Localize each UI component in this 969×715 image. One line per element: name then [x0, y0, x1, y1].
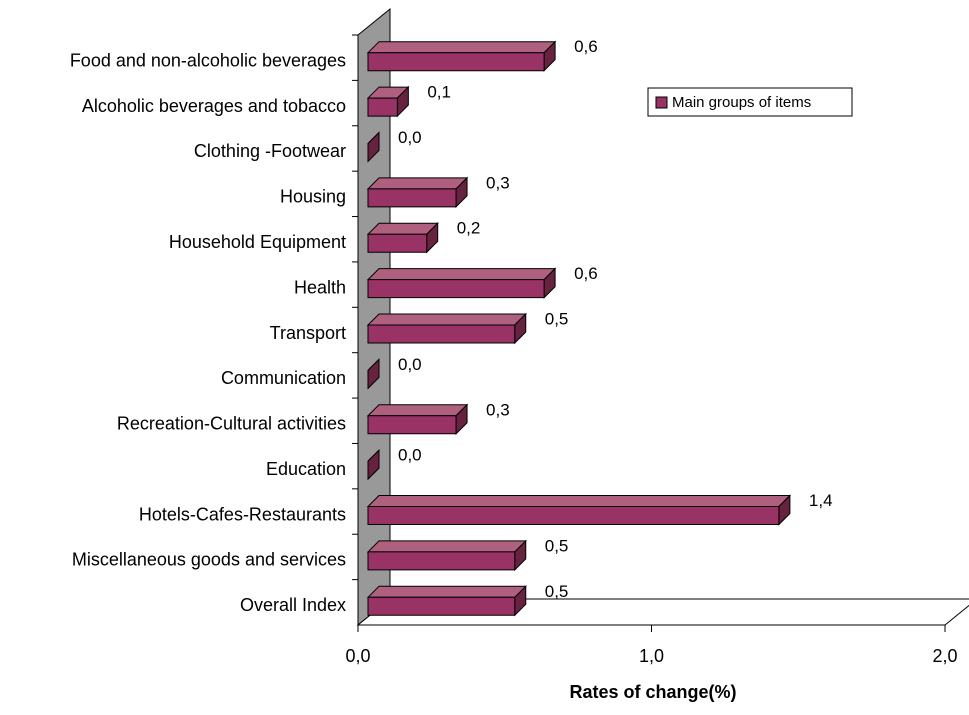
x-tick-label: 0,0 — [345, 646, 370, 666]
bar-face — [367, 52, 545, 72]
y-tick-label: Overall Index — [240, 595, 346, 615]
bar — [366, 176, 469, 209]
bar — [366, 267, 557, 299]
y-tick-label: Clothing -Footwear — [194, 141, 346, 161]
value-label: 0,0 — [398, 446, 422, 465]
bar — [367, 448, 380, 481]
bar-face — [366, 495, 792, 508]
y-tick-label: Food and non-alcoholic beverages — [70, 50, 346, 70]
bar-face — [367, 324, 516, 344]
bar-face — [367, 415, 457, 435]
y-tick-label: Hotels-Cafes-Restaurants — [139, 504, 346, 524]
bar — [367, 131, 380, 163]
value-label: 0,3 — [486, 400, 510, 419]
legend-swatch — [655, 96, 668, 109]
value-label: 0,2 — [457, 219, 481, 238]
bar-face — [366, 585, 527, 598]
bar-face — [366, 222, 439, 235]
y-tick-label: Education — [266, 459, 346, 479]
value-label: 0,1 — [427, 83, 451, 102]
y-tick-label: Transport — [270, 323, 346, 343]
value-label: 0,3 — [486, 173, 510, 192]
x-tick-label: 2,0 — [932, 646, 957, 666]
value-label: 0,5 — [545, 536, 569, 555]
bar-face — [366, 540, 527, 553]
y-tick-label: Alcoholic beverages and tobacco — [82, 96, 346, 116]
legend-label: Main groups of items — [672, 94, 811, 111]
bar-face — [367, 188, 457, 208]
value-label: 1,4 — [809, 491, 833, 510]
bar — [366, 312, 527, 345]
bar-face — [367, 596, 516, 616]
bar-face — [366, 313, 527, 326]
bar-face — [367, 506, 780, 526]
bar — [366, 85, 410, 118]
bar-face — [367, 551, 516, 571]
bar — [366, 403, 469, 435]
bar-face — [366, 268, 557, 281]
bar — [366, 494, 792, 526]
bar — [366, 40, 557, 72]
value-label: 0,0 — [398, 128, 422, 147]
value-label: 0,6 — [574, 37, 598, 56]
y-tick-label: Housing — [280, 187, 346, 207]
y-tick-label: Health — [294, 277, 346, 297]
x-tick-label: 1,0 — [639, 646, 664, 666]
value-label: 0,5 — [545, 309, 569, 328]
x-axis-title: Rates of change(%) — [569, 682, 736, 702]
value-label: 0,6 — [574, 264, 598, 283]
legend-box — [647, 87, 853, 117]
y-tick-label: Recreation-Cultural activities — [117, 414, 346, 434]
bar-face — [366, 404, 469, 417]
y-tick-label: Communication — [221, 368, 346, 388]
y-tick-label: Miscellaneous goods and services — [72, 550, 346, 570]
bar-face — [366, 41, 557, 54]
value-label: 0,0 — [398, 355, 422, 374]
bar-face — [367, 279, 545, 299]
bar-face — [367, 233, 428, 253]
bar — [366, 222, 439, 254]
value-label: 0,5 — [545, 582, 569, 601]
bar — [367, 358, 380, 390]
y-tick-label: Household Equipment — [169, 232, 346, 252]
bar-face — [367, 97, 398, 117]
bar — [366, 539, 527, 572]
bar-face — [366, 177, 469, 190]
bar — [366, 585, 527, 617]
